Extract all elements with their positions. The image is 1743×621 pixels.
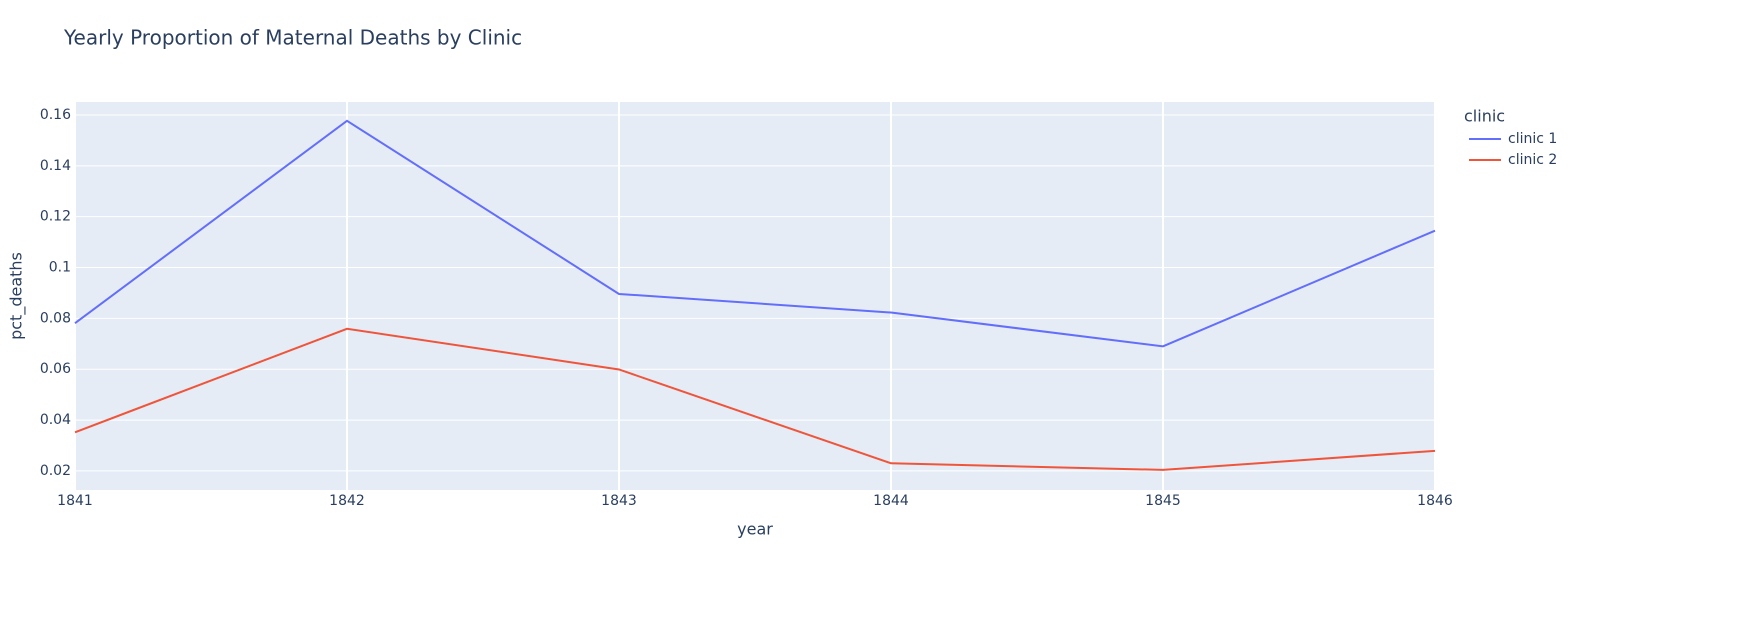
- x-tick-label: 1846: [1417, 493, 1453, 509]
- y-tick-label: 0.1: [49, 260, 71, 276]
- x-tick-label: 1844: [873, 493, 909, 509]
- legend-title: clinic: [1464, 107, 1505, 126]
- y-tick-label: 0.04: [40, 412, 71, 428]
- y-tick-label: 0.16: [40, 107, 71, 123]
- y-tick-label: 0.08: [40, 310, 71, 326]
- x-tick-label: 1842: [329, 493, 365, 509]
- line-series: [74, 327, 1436, 471]
- y-tick-label: 0.12: [40, 209, 71, 225]
- x-tick-label: 1841: [57, 493, 93, 509]
- x-axis-title: year: [737, 520, 773, 539]
- y-tick-label: 0.14: [40, 158, 71, 174]
- y-axis-title: pct_deaths: [7, 252, 27, 340]
- y-tick-label: 0.06: [40, 361, 71, 377]
- chart-title: Yearly Proportion of Maternal Deaths by …: [63, 26, 522, 50]
- x-tick-label: 1845: [1145, 493, 1181, 509]
- legend-label: clinic 1: [1508, 131, 1557, 147]
- y-tick-label: 0.02: [40, 463, 71, 479]
- legend-label: clinic 2: [1508, 152, 1557, 168]
- plot-area: [75, 102, 1435, 490]
- x-tick-label: 1843: [601, 493, 637, 509]
- line-series: [74, 119, 1436, 348]
